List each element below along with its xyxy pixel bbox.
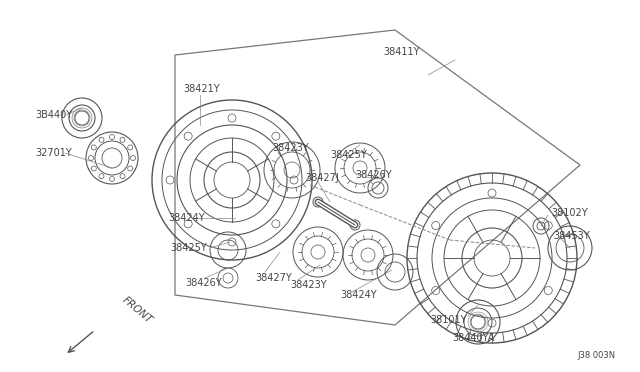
Text: 38427Y: 38427Y (255, 273, 292, 283)
Text: 38427J: 38427J (305, 173, 339, 183)
Text: 38423Y: 38423Y (290, 280, 326, 290)
Text: 38102Y: 38102Y (551, 208, 588, 218)
Text: 38426Y: 38426Y (355, 170, 392, 180)
Text: 38423Y: 38423Y (272, 143, 308, 153)
Text: 38101Y: 38101Y (430, 315, 467, 325)
Text: 32701Y: 32701Y (35, 148, 72, 158)
Text: FRONT: FRONT (120, 295, 154, 325)
Text: J38 003N: J38 003N (577, 350, 615, 359)
Text: 38426Y: 38426Y (185, 278, 221, 288)
Text: 38424Y: 38424Y (168, 213, 205, 223)
Text: 38425Y: 38425Y (170, 243, 207, 253)
Text: 38453Y: 38453Y (553, 231, 589, 241)
Text: 3B440Y: 3B440Y (35, 110, 72, 120)
Text: 38440YA: 38440YA (452, 333, 494, 343)
Text: 38411Y: 38411Y (383, 47, 419, 57)
Text: 38424Y: 38424Y (340, 290, 376, 300)
Text: 38421Y: 38421Y (183, 84, 220, 94)
Text: 38425Y: 38425Y (330, 150, 367, 160)
